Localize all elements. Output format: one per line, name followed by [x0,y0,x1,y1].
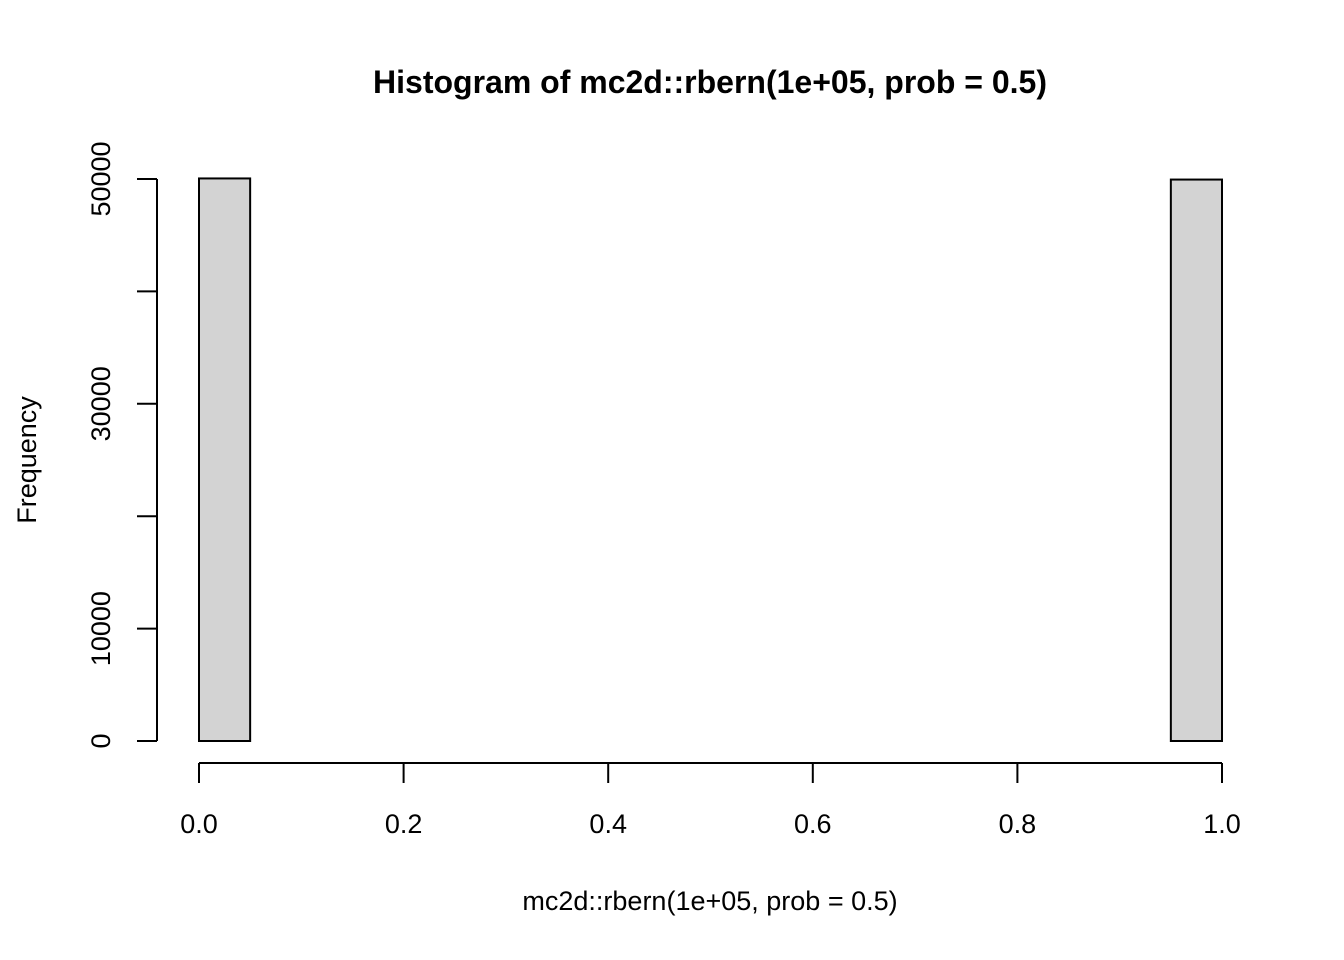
x-axis-label: mc2d::rbern(1e+05, prob = 0.5) [522,886,897,916]
y-axis: 0 10000 30000 50000 [86,141,158,749]
histogram-bar-0 [198,177,252,743]
y-axis-label: Frequency [12,396,42,524]
x-tick-label-0: 0.0 [180,809,218,839]
x-tick-label-1: 0.2 [385,809,423,839]
x-tick-label-3: 0.6 [794,809,832,839]
y-tick-label-1: 10000 [86,591,116,666]
x-tick-label-5: 1.0 [1203,809,1241,839]
y-tick-label-3: 50000 [86,141,116,216]
bars-group [198,177,1223,743]
y-tick-label-0: 0 [86,733,116,748]
x-tick-label-2: 0.4 [589,809,627,839]
x-axis: 0.0 0.2 0.4 0.6 0.8 1.0 [180,762,1241,839]
chart-title: Histogram of mc2d::rbern(1e+05, prob = 0… [373,64,1047,100]
y-tick-label-2: 30000 [86,366,116,441]
x-tick-label-4: 0.8 [999,809,1037,839]
histogram-bar-19 [1169,178,1223,742]
